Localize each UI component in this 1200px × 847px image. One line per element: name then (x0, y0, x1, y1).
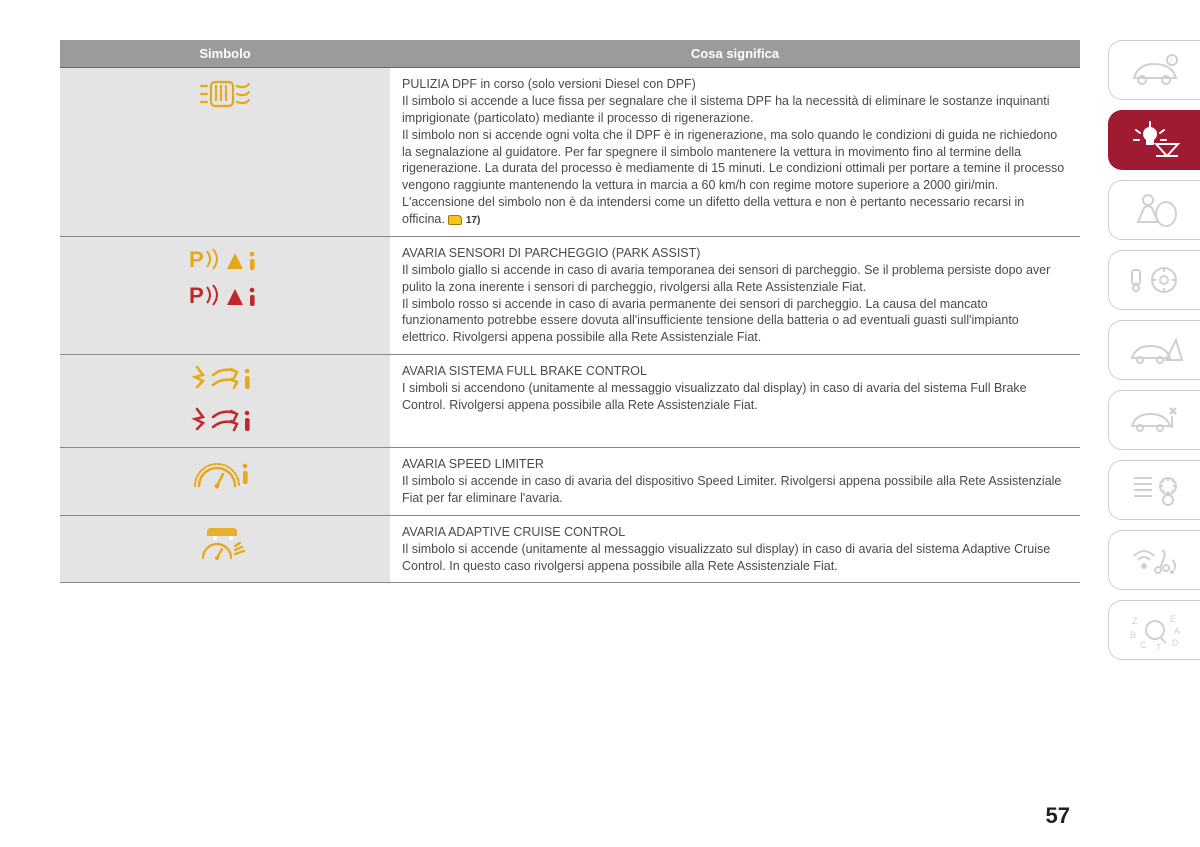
svg-text:i: i (1170, 56, 1172, 65)
svg-text:P: P (189, 283, 204, 308)
page-number: 57 (1046, 803, 1070, 829)
svg-text:D: D (1172, 638, 1179, 648)
tab-maintenance[interactable] (1108, 390, 1200, 450)
svg-text:Z: Z (1132, 616, 1138, 626)
tab-emergency[interactable] (1108, 320, 1200, 380)
svg-text:P: P (189, 247, 204, 272)
row-title: AVARIA SPEED LIMITER (402, 457, 544, 471)
row-body: Il simbolo si accende (unitamente al mes… (402, 542, 1050, 573)
section-tabs: i ZBC T EAD (1108, 40, 1200, 660)
tab-warning-lights[interactable] (1108, 110, 1200, 170)
header-meaning: Cosa significa (390, 40, 1080, 68)
row-title: AVARIA SISTEMA FULL BRAKE CONTROL (402, 364, 647, 378)
full-brake-control-icon (189, 363, 261, 397)
row-title: PULIZIA DPF in corso (solo versioni Dies… (402, 77, 696, 91)
row-title: AVARIA SENSORI DI PARCHEGGIO (PARK ASSIS… (402, 246, 700, 260)
table-row: P P (60, 236, 1080, 354)
svg-text:E: E (1170, 614, 1176, 624)
tab-vehicle-info[interactable]: i (1108, 40, 1200, 100)
table-row: AVARIA ADAPTIVE CRUISE CONTROL Il simbol… (60, 515, 1080, 583)
park-assist-warning-icon: P (187, 245, 263, 273)
row-body: I simboli si accendono (unitamente al me… (402, 381, 1027, 412)
table-row: AVARIA SPEED LIMITER Il simbolo si accen… (60, 448, 1080, 516)
adaptive-cruise-control-icon (195, 524, 255, 562)
table-row: PULIZIA DPF in corso (solo versioni Dies… (60, 68, 1080, 237)
tab-multimedia[interactable] (1108, 530, 1200, 590)
tab-index[interactable]: ZBC T EAD (1108, 600, 1200, 660)
park-assist-warning-icon: P (187, 281, 263, 309)
header-symbol: Simbolo (60, 40, 390, 68)
warning-note-icon (448, 215, 462, 225)
tab-starting-driving[interactable] (1108, 250, 1200, 310)
svg-text:C: C (1140, 640, 1147, 650)
tab-technical-data[interactable] (1108, 460, 1200, 520)
dpf-icon (195, 76, 255, 112)
row-title: AVARIA ADAPTIVE CRUISE CONTROL (402, 525, 625, 539)
note-reference: 17) (466, 215, 480, 226)
svg-text:A: A (1174, 626, 1180, 636)
svg-text:B: B (1130, 630, 1136, 640)
row-body: Il simbolo si accende in caso di avaria … (402, 474, 1061, 505)
svg-text:T: T (1156, 643, 1161, 650)
table-row: AVARIA SISTEMA FULL BRAKE CONTROL I simb… (60, 355, 1080, 448)
row-body: Il simbolo giallo si accende in caso di … (402, 263, 1050, 345)
row-body: Il simbolo si accende a luce fissa per s… (402, 94, 1064, 226)
warning-symbols-table: Simbolo Cosa significa (60, 40, 1080, 583)
full-brake-control-icon (189, 405, 261, 439)
tab-safety[interactable] (1108, 180, 1200, 240)
speed-limiter-icon (193, 456, 257, 492)
